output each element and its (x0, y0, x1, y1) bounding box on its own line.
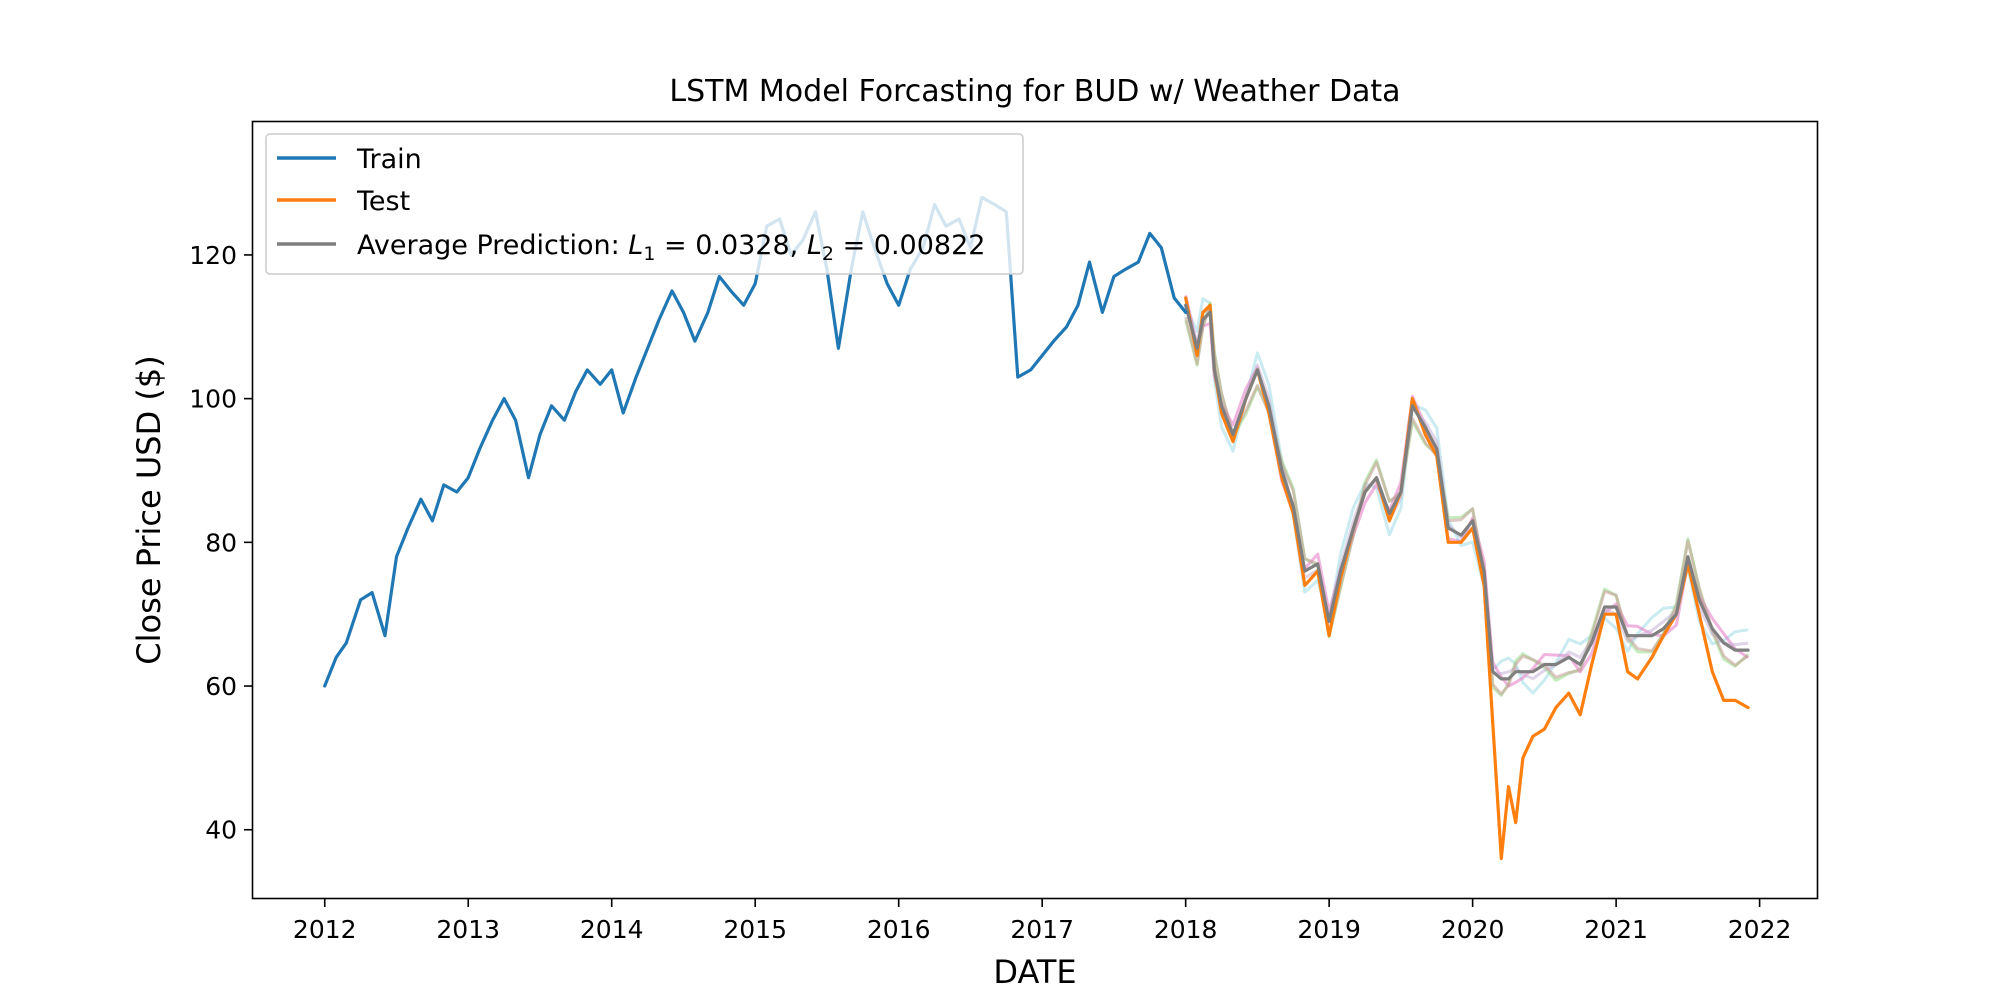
faint-prediction-line (1184, 304, 1749, 696)
chart-title: LSTM Model Forcasting for BUD w/ Weather… (669, 74, 1400, 109)
x-tick-label: 2017 (1010, 915, 1074, 944)
y-axis: 40 60 80 100 120 (189, 241, 253, 845)
y-tick-label: 120 (189, 241, 237, 270)
x-tick-label: 2018 (1154, 915, 1218, 944)
y-tick-label: 60 (205, 672, 237, 701)
series-line-train (323, 195, 1188, 688)
series-line-average_prediction (1184, 303, 1750, 681)
y-tick-label: 80 (205, 528, 237, 557)
x-tick-label: 2019 (1297, 915, 1361, 944)
x-axis-label: DATE (993, 953, 1076, 991)
x-tick-label: 2015 (723, 915, 787, 944)
legend-avg-label: Average Prediction: L1 = 0.0328, L2 = 0.… (357, 230, 985, 265)
x-tick-label: 2021 (1584, 915, 1648, 944)
legend-test-label: Test (356, 186, 410, 217)
x-tick-label: 2020 (1441, 915, 1505, 944)
y-axis-label: Close Price USD ($) (130, 355, 168, 664)
x-tick-label: 2022 (1728, 915, 1792, 944)
legend: Train Test Average Prediction: L1 = 0.03… (265, 133, 1024, 275)
legend-train-label: Train (356, 144, 422, 175)
series-lines (323, 195, 1750, 861)
x-tick-label: 2014 (580, 915, 644, 944)
x-tick-label: 2012 (293, 915, 357, 944)
x-tick-label: 2016 (867, 915, 931, 944)
y-tick-label: 40 (205, 816, 237, 845)
x-axis: 2012 2013 2014 2015 2016 2017 2018 2019 2020 2021… (293, 898, 1791, 944)
plot-frame (251, 120, 1819, 900)
legend-box (265, 133, 1024, 275)
faint-prediction-line (1184, 297, 1749, 695)
faint-prediction-line (1184, 305, 1749, 681)
y-tick-label: 100 (189, 385, 237, 414)
x-tick-label: 2013 (436, 915, 500, 944)
series-line-test (1184, 296, 1750, 861)
